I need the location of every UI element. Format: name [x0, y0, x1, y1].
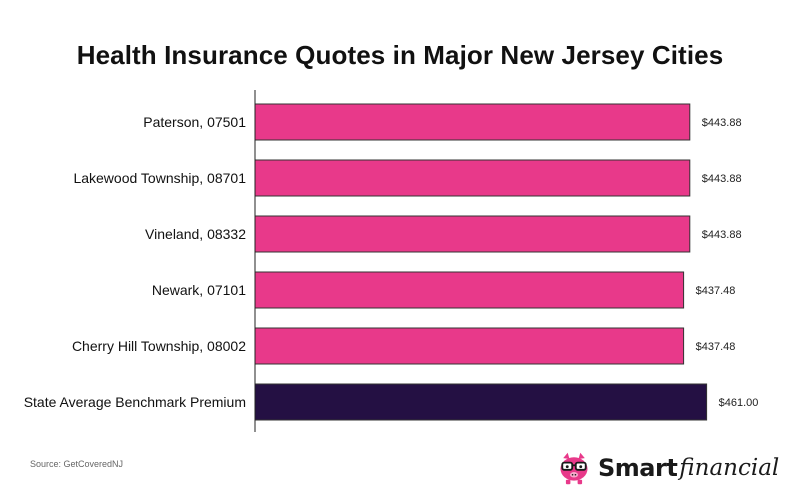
- piggy-bank-with-glasses-icon: [560, 452, 588, 485]
- bar: [254, 383, 708, 421]
- category-label: Cherry Hill Township, 08002: [72, 338, 246, 354]
- chart-title: Health Insurance Quotes in Major New Jer…: [76, 40, 724, 70]
- value-label: $437.48: [696, 341, 736, 353]
- category-label: Vineland, 08332: [145, 226, 246, 242]
- bar: [254, 271, 685, 309]
- bar: [254, 327, 685, 365]
- category-label: State Average Benchmark Premium: [24, 394, 246, 410]
- source-note: Source: GetCoveredNJ: [30, 459, 124, 469]
- bar: [254, 159, 691, 197]
- category-label: Lakewood Township, 08701: [73, 170, 246, 186]
- category-label: Newark, 07101: [152, 282, 246, 298]
- value-label: $443.88: [702, 173, 742, 185]
- bar: [254, 215, 691, 253]
- bar: [254, 103, 691, 141]
- value-label: $443.88: [702, 117, 742, 129]
- logo-financial-text: financial: [679, 455, 780, 481]
- value-label: $437.48: [696, 285, 736, 297]
- logo-smart-text: Smart: [598, 454, 678, 482]
- brand-logo: Smart financial: [556, 448, 779, 488]
- value-label: $461.00: [719, 397, 759, 409]
- value-label: $443.88: [702, 229, 742, 241]
- category-label: Paterson, 07501: [143, 114, 246, 130]
